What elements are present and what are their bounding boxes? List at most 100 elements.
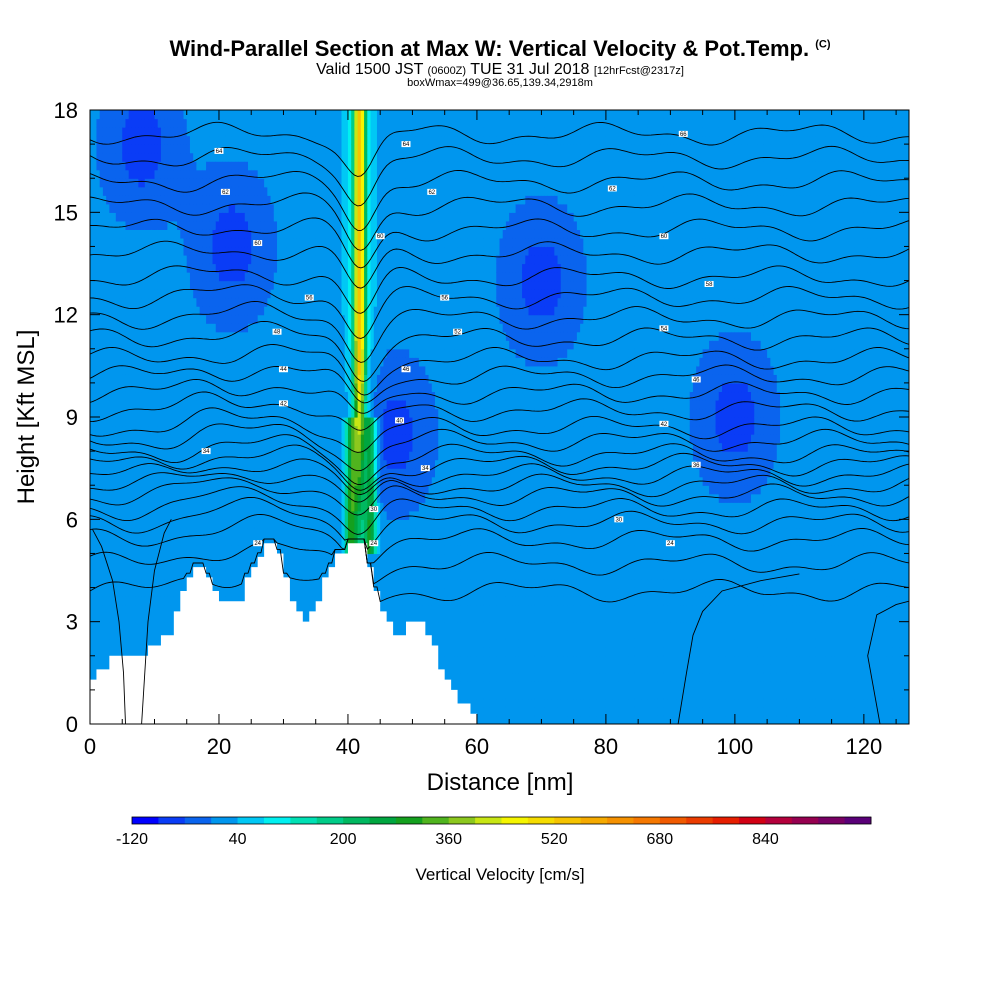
heatmap-cell: [154, 340, 159, 350]
heatmap-cell: [122, 220, 127, 230]
heatmap-cell: [115, 485, 120, 495]
heatmap-cell: [167, 417, 172, 427]
heatmap-cell: [106, 135, 110, 145]
heatmap-cell: [90, 110, 94, 120]
heatmap-cell: [151, 630, 156, 640]
heatmap-cell: [99, 655, 104, 665]
heatmap-cell: [99, 476, 104, 486]
heatmap-cell: [93, 510, 98, 520]
heatmap-cell: [160, 237, 165, 248]
heatmap-cell: [112, 434, 117, 444]
heatmap-cell: [157, 203, 162, 213]
heatmap-cell: [102, 254, 107, 265]
heatmap-cell: [148, 425, 152, 435]
heatmap-cell: [128, 263, 133, 273]
heatmap-cell: [160, 621, 165, 631]
heatmap-cell: [125, 212, 130, 222]
heatmap-cell: [102, 655, 107, 665]
heatmap-cell: [93, 110, 98, 120]
heatmap-cell: [173, 579, 178, 589]
heatmap-cell: [138, 536, 143, 546]
heatmap-cell: [135, 468, 139, 478]
heatmap-cell: [144, 434, 149, 444]
heatmap-cell: [154, 417, 159, 427]
heatmap-cell: [157, 306, 162, 316]
heatmap-cell: [151, 519, 156, 529]
heatmap-cell: [125, 536, 130, 546]
heatmap-cell: [154, 306, 159, 316]
heatmap-cell: [109, 425, 114, 435]
heatmap-cell: [102, 297, 107, 307]
heatmap-cell: [148, 263, 152, 273]
heatmap-cell: [125, 297, 130, 307]
heatmap-cell: [125, 468, 130, 478]
heatmap-cell: [115, 127, 120, 137]
heatmap-cell: [148, 638, 152, 648]
heatmap-cell: [102, 664, 107, 674]
heatmap-cell: [90, 246, 94, 256]
heatmap-cell: [167, 272, 172, 282]
heatmap-cell: [128, 408, 133, 418]
heatmap-cell: [138, 604, 143, 614]
heatmap-cell: [170, 169, 175, 179]
heatmap-cell: [99, 442, 104, 452]
heatmap-cell: [90, 195, 94, 205]
valid-time-line: Valid 1500 JST (0600Z) TUE 31 Jul 2018 […: [0, 61, 1000, 79]
heatmap-cell: [148, 272, 152, 282]
heatmap-cell: [148, 374, 152, 384]
heatmap-cell: [144, 425, 149, 435]
heatmap-cell: [93, 613, 98, 623]
heatmap-cell: [125, 306, 130, 316]
heatmap-cell: [173, 314, 178, 324]
heatmap-cell: [131, 374, 136, 384]
heatmap-cell: [148, 442, 152, 452]
heatmap-cell: [164, 272, 168, 282]
heatmap-cell: [170, 178, 175, 188]
heatmap-cell: [135, 553, 139, 563]
heatmap-cell: [109, 110, 114, 120]
heatmap-cell: [151, 135, 156, 145]
heatmap-cell: [160, 408, 165, 418]
heatmap-cell: [93, 587, 98, 597]
heatmap-cell: [96, 289, 101, 299]
heatmap-cell: [173, 493, 178, 503]
heatmap-cell: [125, 365, 130, 375]
heatmap-cell: [138, 374, 143, 384]
heatmap-cell: [160, 519, 165, 529]
heatmap-cell: [109, 289, 114, 299]
heatmap-cell: [148, 229, 152, 239]
heatmap-cell: [157, 331, 162, 341]
heatmap-cell: [141, 604, 146, 614]
heatmap-cell: [128, 459, 133, 469]
heatmap-cell: [109, 357, 114, 367]
heatmap-cell: [119, 553, 123, 563]
heatmap-cell: [90, 459, 94, 469]
heatmap-cell: [154, 561, 159, 572]
heatmap-cell: [154, 604, 159, 614]
heatmap-cell: [164, 323, 168, 333]
heatmap-cell: [115, 297, 120, 307]
heatmap-cell: [160, 391, 165, 401]
heatmap-cell: [144, 169, 149, 179]
heatmap-cell: [96, 647, 101, 657]
heatmap-cell: [122, 434, 127, 444]
heatmap-cell: [112, 391, 117, 401]
heatmap-cell: [160, 110, 165, 120]
heatmap-cell: [160, 587, 165, 597]
heatmap-cell: [170, 195, 175, 205]
heatmap-cell: [90, 493, 94, 503]
heatmap-cell: [131, 442, 136, 452]
heatmap-cell: [170, 561, 175, 572]
heatmap-cell: [125, 613, 130, 623]
heatmap-cell: [106, 579, 110, 589]
heatmap-cell: [167, 485, 172, 495]
heatmap-cell: [93, 544, 98, 555]
heatmap-cell: [106, 544, 110, 555]
heatmap-cell: [170, 280, 175, 290]
heatmap-cell: [157, 237, 162, 248]
heatmap-cell: [106, 519, 110, 529]
heatmap-cell: [109, 630, 114, 640]
heatmap-cell: [164, 425, 168, 435]
heatmap-cell: [141, 621, 146, 631]
heatmap-cell: [128, 203, 133, 213]
